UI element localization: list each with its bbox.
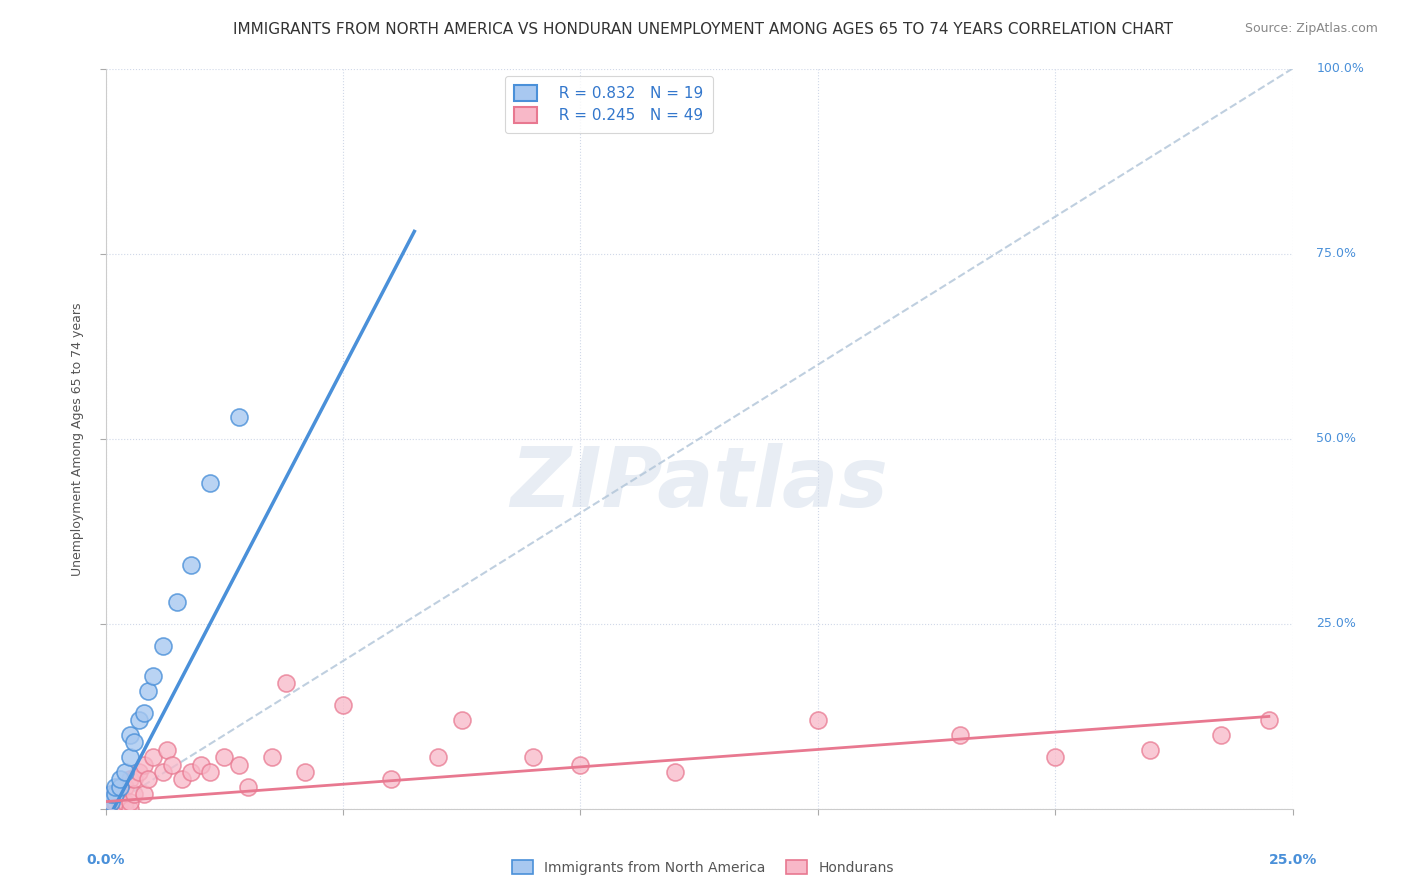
Point (1257, 713, 1279, 727)
Point (949, 728, 972, 742)
Point (108, 772, 131, 787)
Point (228, 409, 250, 424)
Legend: Immigrants from North America, Hondurans: Immigrants from North America, Hondurans (506, 855, 900, 880)
Text: 100.0%: 100.0% (1316, 62, 1364, 75)
Point (104, 787, 127, 801)
Point (108, 802, 131, 816)
Point (152, 764, 174, 779)
Point (108, 787, 131, 801)
Point (118, 795, 141, 809)
Point (142, 669, 165, 683)
Point (100, 795, 122, 809)
Point (132, 706, 155, 720)
Text: 75.0%: 75.0% (1316, 247, 1357, 260)
Point (128, 764, 150, 779)
Point (100, 795, 122, 809)
Point (807, 713, 830, 727)
Point (122, 772, 145, 787)
Point (108, 780, 131, 794)
Point (180, 764, 202, 779)
Point (200, 476, 222, 491)
Point (114, 795, 136, 809)
Point (1045, 750, 1067, 764)
Point (100, 787, 122, 801)
Point (1211, 728, 1233, 742)
Point (276, 676, 298, 690)
Point (104, 795, 127, 809)
Point (108, 795, 131, 809)
Point (118, 772, 141, 787)
Point (122, 735, 145, 749)
Point (118, 802, 141, 816)
Point (114, 802, 136, 816)
Text: ZIPatlas: ZIPatlas (510, 442, 889, 524)
Point (170, 772, 193, 787)
Point (228, 757, 250, 772)
Point (664, 764, 686, 779)
Point (156, 743, 179, 757)
Point (114, 780, 136, 794)
Point (1139, 743, 1161, 757)
Point (104, 787, 127, 801)
Point (427, 750, 450, 764)
Point (166, 595, 188, 609)
Point (260, 750, 283, 764)
Point (118, 728, 141, 742)
Point (214, 750, 236, 764)
Point (160, 757, 183, 772)
Point (104, 780, 127, 794)
Point (118, 750, 141, 764)
Point (450, 713, 472, 727)
Point (100, 802, 122, 816)
Point (332, 698, 354, 713)
Point (142, 750, 165, 764)
Point (122, 787, 145, 801)
Text: 50.0%: 50.0% (1316, 433, 1357, 445)
Point (128, 713, 150, 727)
Legend:   R = 0.832   N = 19,   R = 0.245   N = 49: R = 0.832 N = 19, R = 0.245 N = 49 (505, 76, 713, 133)
Point (200, 764, 222, 779)
Point (294, 764, 316, 779)
Y-axis label: Unemployment Among Ages 65 to 74 years: Unemployment Among Ages 65 to 74 years (72, 302, 84, 575)
Text: 0.0%: 0.0% (87, 854, 125, 867)
Point (108, 780, 131, 794)
Point (569, 757, 592, 772)
Point (152, 639, 174, 653)
Point (238, 780, 260, 794)
Point (100, 787, 122, 801)
Point (380, 772, 402, 787)
Point (104, 802, 127, 816)
Point (132, 787, 155, 801)
Point (138, 683, 160, 698)
Text: IMMIGRANTS FROM NORTH AMERICA VS HONDURAN UNEMPLOYMENT AMONG AGES 65 TO 74 YEARS: IMMIGRANTS FROM NORTH AMERICA VS HONDURA… (233, 22, 1173, 37)
Point (132, 757, 155, 772)
Point (190, 757, 212, 772)
Point (138, 772, 160, 787)
Point (180, 558, 202, 572)
Text: 25.0%: 25.0% (1316, 617, 1357, 631)
Point (114, 764, 136, 779)
Text: Source: ZipAtlas.com: Source: ZipAtlas.com (1244, 22, 1378, 36)
Point (522, 750, 544, 764)
Text: 25.0%: 25.0% (1268, 854, 1317, 867)
